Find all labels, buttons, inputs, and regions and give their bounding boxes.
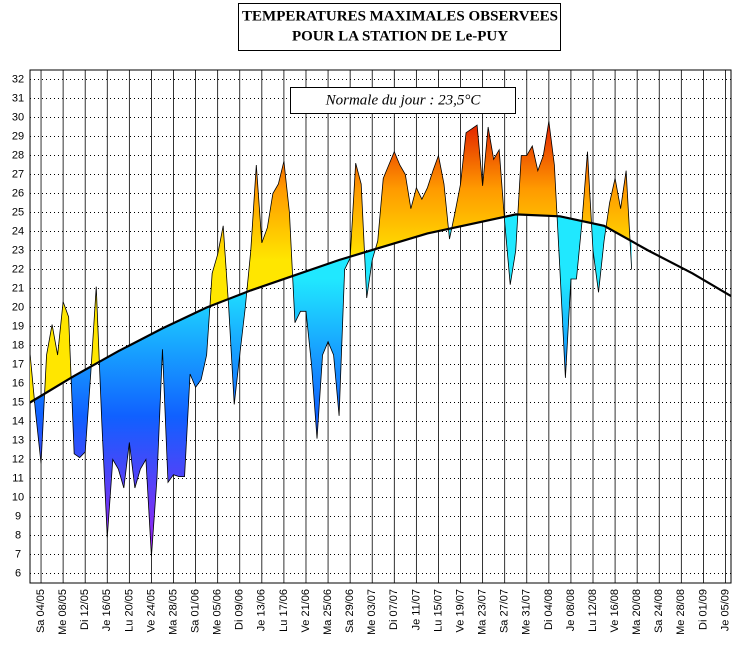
- x-tick-label: Ve 16/08: [609, 589, 621, 632]
- y-tick-label: 26: [12, 187, 24, 199]
- fill-layer: [30, 121, 632, 557]
- y-tick-label: 14: [12, 415, 24, 427]
- chart-title: TEMPERATURES MAXIMALES OBSERVEES: [242, 8, 558, 24]
- x-tick-label: Lu 20/05: [123, 589, 135, 632]
- y-tick-label: 23: [12, 244, 24, 256]
- x-tick-label: Ve 24/05: [145, 589, 157, 632]
- y-tick-label: 16: [12, 377, 24, 389]
- x-tick-label: Di 01/09: [697, 589, 709, 630]
- y-tick-label: 20: [12, 301, 24, 313]
- y-tick-label: 10: [12, 491, 24, 503]
- plot-frame: [29, 69, 732, 584]
- y-tick-label: 19: [12, 320, 24, 332]
- x-tick-label: Ma 28/05: [167, 589, 179, 635]
- x-tick-label: Di 12/05: [79, 589, 91, 630]
- annotation: Normale du jour : 23,5°C: [325, 92, 482, 108]
- y-tick-label: 21: [12, 282, 24, 294]
- y-tick-label: 25: [12, 206, 24, 218]
- x-tick-label: Lu 15/07: [432, 589, 444, 632]
- text-layer: 6 7 8 9 10 11 12 13 14 15 16 17 18 19 20 21 22 23 24 25 26 27…: [12, 73, 732, 634]
- x-tick-label: Sa 24/08: [653, 589, 665, 633]
- x-tick-label: Ma 20/08: [631, 589, 643, 635]
- y-tick-label: 27: [12, 168, 24, 180]
- y-tick-label: 17: [12, 358, 24, 370]
- x-tick-label: Me 05/06: [212, 589, 224, 635]
- x-tick-label: Sa 04/05: [35, 589, 47, 633]
- annotation-box: [290, 87, 516, 114]
- x-tick-label: Ve 19/07: [454, 589, 466, 632]
- y-tick-label: 28: [12, 149, 24, 161]
- y-tick-label: 7: [15, 548, 21, 560]
- x-tick-label: Ve 21/06: [300, 589, 312, 632]
- y-tick-label: 12: [12, 453, 24, 465]
- x-tick-label: Je 16/05: [101, 589, 113, 631]
- x-tick-label: Sa 27/07: [499, 589, 511, 633]
- y-tick-label: 11: [12, 472, 23, 484]
- x-tick-label: Me 28/08: [675, 589, 687, 635]
- y-tick-label: 6: [15, 567, 21, 579]
- y-tick-label: 32: [12, 73, 24, 85]
- y-tick-label: 13: [12, 434, 24, 446]
- x-tick-label: Lu 17/06: [278, 589, 290, 632]
- x-tick-label: Je 11/07: [410, 589, 422, 630]
- x-tick-label: Di 07/07: [388, 589, 400, 630]
- x-tick-label: Sa 01/06: [189, 589, 201, 633]
- line-layer: [29, 121, 732, 557]
- x-tick-label: Me 08/05: [57, 589, 69, 635]
- y-tick-label: 31: [12, 92, 24, 104]
- y-tick-label: 29: [12, 130, 24, 142]
- y-tick-label: 24: [12, 225, 24, 237]
- y-tick-label: 30: [12, 111, 24, 123]
- x-tick-label: Di 09/06: [234, 589, 246, 630]
- title-box: [238, 3, 561, 51]
- x-tick-label: Je 08/08: [565, 589, 577, 631]
- x-tick-label: Ma 23/07: [477, 589, 489, 635]
- x-tick-label: Ma 25/06: [322, 589, 334, 635]
- y-tick-label: 9: [15, 510, 21, 522]
- x-tick-label: Di 04/08: [543, 589, 555, 630]
- chart-title: POUR LA STATION DE Le-PUY: [292, 28, 508, 44]
- y-tick-label: 22: [12, 263, 24, 275]
- x-tick-label: Lu 12/08: [587, 589, 599, 632]
- x-tick-label: Je 05/09: [719, 589, 731, 631]
- x-tick-label: Je 13/06: [256, 589, 268, 631]
- normal-line: [29, 213, 732, 404]
- grid: [29, 69, 732, 584]
- y-tick-label: 15: [12, 396, 24, 408]
- x-tick-label: Me 03/07: [366, 589, 378, 635]
- x-tick-label: Me 31/07: [521, 589, 533, 635]
- x-tick-label: Sa 29/06: [344, 589, 356, 633]
- y-tick-label: 18: [12, 339, 24, 351]
- observed-line: [29, 121, 633, 557]
- y-tick-label: 8: [15, 529, 21, 541]
- below-normal-fill: [30, 214, 632, 557]
